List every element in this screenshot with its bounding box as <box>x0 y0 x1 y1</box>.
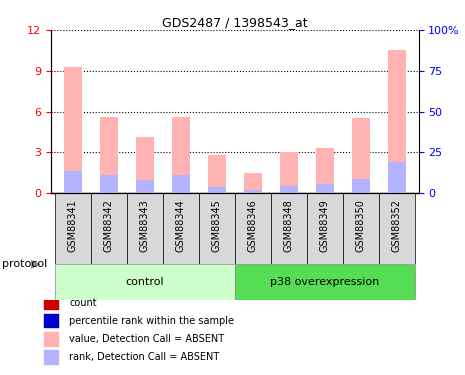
Bar <box>163 193 199 264</box>
Text: GSM88343: GSM88343 <box>140 199 150 252</box>
Bar <box>64 67 82 193</box>
Bar <box>172 117 190 193</box>
Text: GSM88352: GSM88352 <box>392 199 402 252</box>
Bar <box>44 350 59 365</box>
Bar <box>388 50 406 193</box>
Bar <box>199 193 235 264</box>
Bar <box>64 171 82 193</box>
Bar <box>172 175 190 193</box>
Bar <box>244 190 262 193</box>
Bar <box>44 314 59 328</box>
Text: GSM88341: GSM88341 <box>68 199 78 252</box>
Bar <box>316 148 334 193</box>
Text: count: count <box>69 298 97 308</box>
Text: GSM88348: GSM88348 <box>284 199 294 252</box>
Text: value, Detection Call = ABSENT: value, Detection Call = ABSENT <box>69 334 225 344</box>
Bar <box>280 186 298 193</box>
Text: p38 overexpression: p38 overexpression <box>270 277 379 287</box>
Text: percentile rank within the sample: percentile rank within the sample <box>69 316 234 326</box>
Bar <box>379 193 415 264</box>
Bar <box>55 264 235 300</box>
Bar <box>100 117 118 193</box>
Text: GSM88346: GSM88346 <box>248 199 258 252</box>
Bar <box>55 193 91 264</box>
Bar <box>235 264 415 300</box>
Text: GSM88349: GSM88349 <box>320 199 330 252</box>
Bar <box>244 173 262 193</box>
Bar <box>208 155 226 193</box>
Bar <box>208 187 226 193</box>
Bar <box>352 179 370 193</box>
Bar <box>44 332 59 346</box>
Bar <box>343 193 379 264</box>
Bar <box>271 193 307 264</box>
Bar <box>91 193 127 264</box>
Text: control: control <box>126 277 164 287</box>
Bar <box>307 193 343 264</box>
Bar <box>388 162 406 193</box>
Bar <box>352 118 370 193</box>
Bar <box>44 295 59 310</box>
Bar <box>235 193 271 264</box>
Bar <box>100 175 118 193</box>
Text: GSM88345: GSM88345 <box>212 199 222 252</box>
Text: GSM88350: GSM88350 <box>356 199 366 252</box>
Text: protocol: protocol <box>2 260 47 269</box>
Bar <box>316 184 334 193</box>
Bar <box>136 137 154 193</box>
Bar <box>280 152 298 193</box>
Bar <box>127 193 163 264</box>
Text: rank, Detection Call = ABSENT: rank, Detection Call = ABSENT <box>69 352 219 362</box>
Bar <box>136 180 154 193</box>
Title: GDS2487 / 1398543_at: GDS2487 / 1398543_at <box>162 16 308 29</box>
Text: GSM88344: GSM88344 <box>176 199 186 252</box>
Text: GSM88342: GSM88342 <box>104 199 114 252</box>
